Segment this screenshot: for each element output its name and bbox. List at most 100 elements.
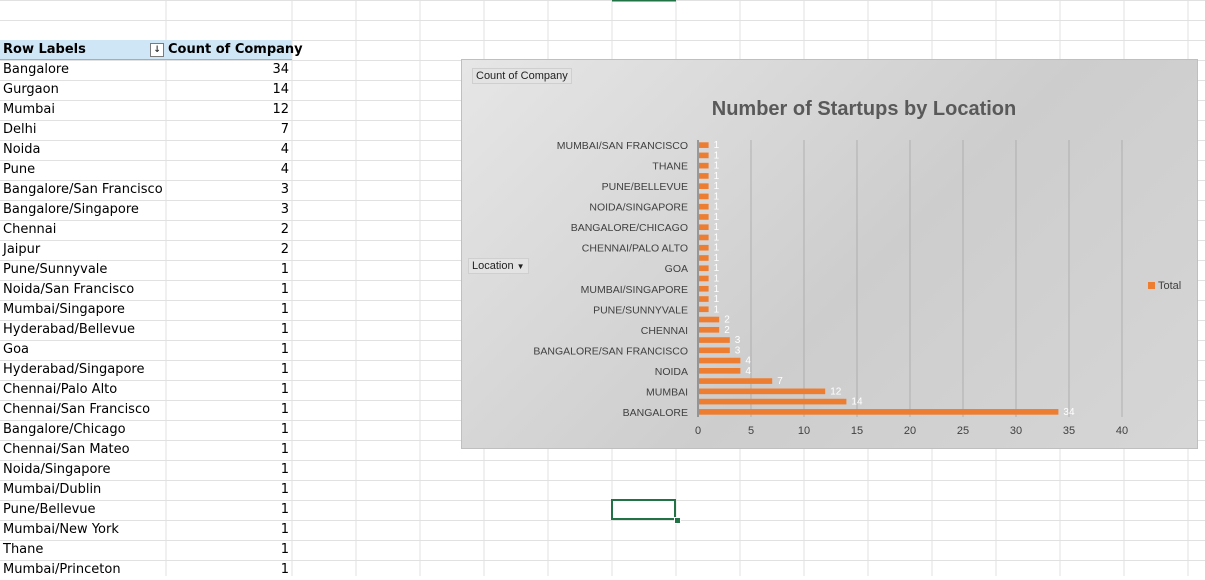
pivot-row[interactable]: Mumbai/Singapore 1	[0, 300, 292, 320]
pivot-row[interactable]: Pune/Bellevue 1	[0, 500, 292, 520]
bar	[699, 296, 709, 302]
pivot-row[interactable]: Pune 4	[0, 160, 292, 180]
data-label: 14	[851, 397, 863, 408]
data-label: 1	[714, 253, 720, 264]
sort-filter-icon[interactable]: ↓	[150, 43, 164, 57]
active-cell[interactable]	[611, 499, 676, 520]
pivot-row[interactable]: Noida/Singapore 1	[0, 460, 292, 480]
pivot-row[interactable]: Pune/Sunnyvale 1	[0, 260, 292, 280]
pivot-row[interactable]: Chennai/San Mateo 1	[0, 440, 292, 460]
pivot-row-count: 1	[280, 302, 289, 317]
pivot-row-count: 1	[280, 482, 289, 497]
pivot-row-count: 1	[280, 442, 289, 457]
pivot-row[interactable]: Mumbai 12	[0, 100, 292, 120]
row-labels-header[interactable]: Row Labels ↓	[0, 40, 166, 60]
pivot-row[interactable]: Thane 1	[0, 540, 292, 560]
pivot-row[interactable]: Bangalore/Chicago 1	[0, 420, 292, 440]
data-label: 1	[714, 304, 720, 315]
row-labels-header-text: Row Labels	[3, 42, 86, 57]
pivot-row-label: Bangalore/Chicago	[3, 422, 126, 437]
pivot-row-count: 3	[280, 182, 289, 197]
pivot-chart[interactable]: Count of Company Location ▼ Number of St…	[461, 59, 1198, 449]
category-label: NOIDA	[655, 366, 688, 378]
x-tick-label: 0	[695, 425, 701, 437]
pivot-row[interactable]: Hyderabad/Bellevue 1	[0, 320, 292, 340]
pivot-row-count: 1	[280, 542, 289, 557]
pivot-row[interactable]: Goa 1	[0, 340, 292, 360]
pivot-row[interactable]: Bangalore/San Francisco 3	[0, 180, 292, 200]
pivot-row-count: 1	[280, 502, 289, 517]
pivot-row-label: Hyderabad/Bellevue	[3, 322, 135, 337]
bar	[699, 275, 709, 282]
bar	[699, 162, 709, 169]
data-label: 4	[745, 356, 751, 367]
bar	[699, 409, 1059, 415]
pivot-row[interactable]: Noida/San Francisco 1	[0, 280, 292, 300]
data-label: 1	[714, 140, 720, 151]
pivot-row[interactable]: Hyderabad/Singapore 1	[0, 360, 292, 380]
pivot-row[interactable]: Mumbai/Princeton 1	[0, 560, 292, 580]
pivot-row-count: 1	[280, 362, 289, 377]
category-label: PUNE/BELLEVUE	[602, 181, 688, 193]
bar	[699, 193, 709, 200]
data-label: 1	[714, 284, 720, 295]
pivot-row-label: Noida/San Francisco	[3, 282, 135, 297]
pivot-row-label: Bangalore	[3, 62, 69, 77]
count-of-company-header[interactable]: Count of Company	[166, 40, 303, 60]
data-label: 3	[735, 345, 741, 356]
category-label: THANE	[652, 161, 688, 173]
pivot-row[interactable]: Bangalore 34	[0, 60, 292, 80]
bar	[699, 285, 709, 292]
pivot-row-count: 2	[280, 222, 289, 237]
pivot-row[interactable]: Mumbai/Dublin 1	[0, 480, 292, 500]
pivot-row-label: Chennai/San Mateo	[3, 442, 130, 457]
data-label: 34	[1063, 407, 1075, 418]
pivot-row[interactable]: Chennai/Palo Alto 1	[0, 380, 292, 400]
category-label: CHENNAI	[641, 325, 688, 337]
bar	[699, 234, 709, 241]
pivot-header-row: Row Labels ↓ Count of Company	[0, 40, 303, 60]
bar	[699, 378, 773, 384]
data-label: 1	[714, 191, 720, 202]
pivot-row[interactable]: Chennai 2	[0, 220, 292, 240]
bar	[699, 214, 709, 220]
pivot-row[interactable]: Mumbai/New York 1	[0, 520, 292, 540]
pivot-row[interactable]: Chennai/San Francisco 1	[0, 400, 292, 420]
pivot-row-count: 12	[272, 102, 289, 117]
bar	[699, 244, 709, 251]
pivot-row-count: 4	[280, 162, 289, 177]
pivot-row-label: Pune/Sunnyvale	[3, 262, 108, 277]
pivot-row-label: Mumbai/Singapore	[3, 302, 125, 317]
pivot-row[interactable]: Bangalore/Singapore 3	[0, 200, 292, 220]
pivot-row-count: 1	[280, 282, 289, 297]
pivot-row-label: Delhi	[3, 122, 37, 137]
category-label: NOIDA/SINGAPORE	[589, 202, 688, 214]
chart-legend[interactable]: Total	[1148, 280, 1181, 292]
pivot-row-label: Mumbai	[3, 102, 55, 117]
data-label: 1	[714, 294, 720, 305]
dropdown-arrow-icon: ▼	[516, 262, 525, 271]
pivot-row-label: Pune	[3, 162, 36, 177]
pivot-row[interactable]: Gurgaon 14	[0, 80, 292, 100]
bar	[699, 265, 709, 272]
pivot-row[interactable]: Delhi 7	[0, 120, 292, 140]
fill-handle[interactable]	[674, 517, 681, 524]
x-tick-label: 35	[1063, 425, 1075, 437]
category-label: MUMBAI/SAN FRANCISCO	[557, 140, 688, 152]
data-label: 1	[714, 161, 720, 172]
bar	[699, 388, 826, 395]
pivot-row[interactable]: Noida 4	[0, 140, 292, 160]
chart-plot-area[interactable]: 0 5 10 15 20 25 30 35 40341412744332211111111111…	[462, 60, 1197, 448]
location-field-chip[interactable]: Location ▼	[468, 258, 529, 274]
pivot-row-count: 3	[280, 202, 289, 217]
pivot-row-count: 7	[280, 122, 289, 137]
pivot-row-label: Noida	[3, 142, 41, 157]
pivot-row-label: Pune/Bellevue	[3, 502, 96, 517]
chart-title[interactable]: Number of Startups by Location	[711, 98, 1017, 120]
pivot-row[interactable]: Jaipur 2	[0, 240, 292, 260]
data-label: 1	[714, 263, 720, 274]
category-label: BANGALORE/SAN FRANCISCO	[533, 345, 688, 357]
pivot-row-label: Chennai/Palo Alto	[3, 382, 118, 397]
value-field-chip[interactable]: Count of Company	[472, 68, 572, 84]
bar	[699, 306, 709, 313]
